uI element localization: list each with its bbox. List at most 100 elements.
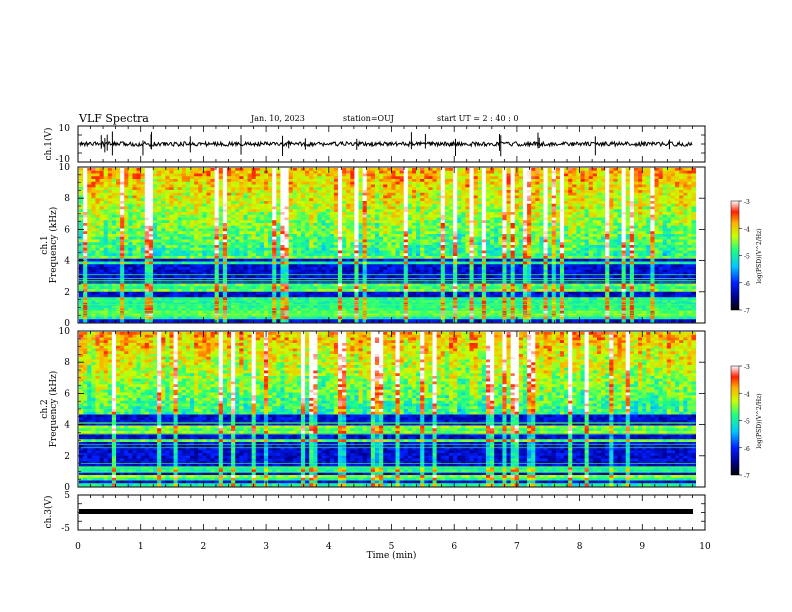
spectrogram-cell xyxy=(399,201,405,205)
spectrogram-cell xyxy=(165,239,170,243)
spectrogram-cell xyxy=(333,195,339,199)
spectrogram-cell xyxy=(358,168,364,172)
spectrogram-cell xyxy=(601,179,606,183)
spectrogram-cell xyxy=(675,190,680,194)
spectrogram-cell xyxy=(572,253,577,257)
spectrogram-cell xyxy=(448,225,454,229)
spectrogram-cell xyxy=(358,198,364,202)
spectrogram-cell xyxy=(218,192,224,196)
spectrogram-cell xyxy=(325,256,331,260)
spectrogram-cell xyxy=(202,187,207,191)
spectrogram-cell xyxy=(473,170,479,174)
spectrogram-cell xyxy=(510,170,516,174)
spectrogram-cell xyxy=(609,179,614,183)
spectrogram-cell xyxy=(691,231,696,235)
spectrogram-cell xyxy=(469,217,475,221)
spectrogram-cell xyxy=(99,173,105,177)
spectrogram-cell xyxy=(568,220,573,224)
spectrogram-cell xyxy=(518,242,524,246)
spectrogram-cell xyxy=(584,234,590,238)
spectrogram-cell xyxy=(181,201,187,205)
spectrogram-cell xyxy=(687,253,692,257)
spectrogram-cell xyxy=(157,201,162,205)
spectrogram-cell xyxy=(683,195,688,199)
spectrogram-cell xyxy=(666,209,672,213)
spectrogram-cell xyxy=(342,195,347,199)
spectrogram-cell xyxy=(609,184,614,188)
spectrogram-cell xyxy=(251,253,257,257)
spectrogram-cell xyxy=(605,195,610,199)
spectrogram-cell xyxy=(518,201,524,205)
spectrogram-cell xyxy=(403,209,409,213)
spectrogram-cell xyxy=(95,239,100,243)
spectrogram-cell xyxy=(465,198,470,202)
spectrogram-cell xyxy=(165,170,170,174)
spectrogram-cell xyxy=(531,168,536,172)
spectrogram-cell xyxy=(379,236,384,240)
spectrogram-cell xyxy=(268,181,273,185)
spectrogram-cell xyxy=(436,253,442,257)
spectrogram-cell xyxy=(87,203,92,207)
spectrogram-cell xyxy=(173,179,179,183)
spectrogram-cell xyxy=(506,247,512,251)
spectrogram-cell xyxy=(99,247,105,251)
spectrogram-cell xyxy=(601,168,606,172)
spectrogram-cell xyxy=(185,253,191,257)
spectrogram-cell xyxy=(535,192,540,196)
spectrogram-cell xyxy=(391,209,396,213)
spectrogram-cell xyxy=(629,212,635,216)
spectrogram-cell xyxy=(448,184,454,188)
spectrogram-cell xyxy=(136,247,142,251)
spectrogram-cell xyxy=(584,253,590,257)
spectrogram-cell xyxy=(202,223,207,227)
spectrogram-cell xyxy=(280,168,285,172)
spectrogram-cell xyxy=(658,223,664,227)
spectrogram-cell xyxy=(152,192,158,196)
spectrogram-cell xyxy=(325,203,331,207)
spectrogram-cell xyxy=(116,258,121,262)
spectrogram-cell xyxy=(177,206,183,210)
spectrogram-cell xyxy=(329,242,335,246)
spectrogram-cell xyxy=(189,170,195,174)
spectrogram-cell xyxy=(194,181,199,185)
spectrogram-cell xyxy=(206,190,211,194)
spectrogram-cell xyxy=(485,250,491,254)
spectrogram-cell xyxy=(370,201,376,205)
spectrogram-cell xyxy=(173,239,179,243)
spectrogram-cell xyxy=(494,245,499,249)
spectrogram-cell xyxy=(128,234,133,238)
spectrogram-cell xyxy=(650,212,655,216)
spectrogram-cell xyxy=(407,223,413,227)
spectrogram-cell xyxy=(292,239,298,243)
spectrogram-cell xyxy=(116,181,121,185)
spectrogram-cell xyxy=(337,214,343,218)
spectrogram-cell xyxy=(403,192,409,196)
spectrogram-cell xyxy=(605,214,610,218)
spectrogram-cell xyxy=(214,234,220,238)
spectrogram-cell xyxy=(358,206,364,210)
spectrogram-cell xyxy=(564,214,569,218)
spectrogram-cell xyxy=(691,173,696,177)
spectrogram-cell xyxy=(555,245,561,249)
spectrogram-cell xyxy=(300,173,306,177)
spectrogram-cell xyxy=(580,170,586,174)
spectrogram-cell xyxy=(259,242,265,246)
spectrogram-cell xyxy=(288,220,294,224)
spectrogram-cell xyxy=(601,181,606,185)
spectrogram-cell xyxy=(416,209,421,213)
spectrogram-cell xyxy=(202,231,207,235)
spectrogram-cell xyxy=(91,190,96,194)
spectrogram-cell xyxy=(350,179,355,183)
spectrogram-cell xyxy=(243,231,248,235)
spectrogram-cell xyxy=(576,187,581,191)
spectrogram-cell xyxy=(206,256,211,260)
spectrogram-cell xyxy=(527,236,532,240)
spectrogram-cell xyxy=(181,190,187,194)
spectrogram-cell xyxy=(522,184,528,188)
spectrogram-cell xyxy=(448,190,454,194)
spectrogram-cell xyxy=(403,206,409,210)
spectrogram-cell xyxy=(132,212,137,216)
spectrogram-cell xyxy=(329,170,335,174)
spectrogram-cell xyxy=(506,173,512,177)
spectrogram-cell xyxy=(453,245,458,249)
